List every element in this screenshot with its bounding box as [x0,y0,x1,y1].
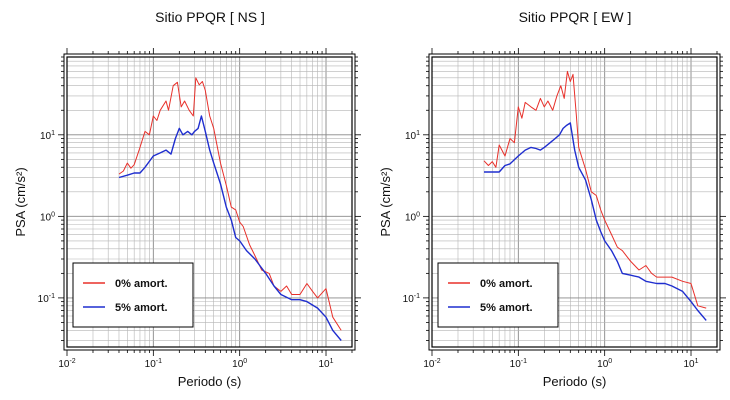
y-axis-label: PSA (cm/s²) [13,167,28,236]
plot-frame [431,56,718,348]
series-line-5pct [118,115,342,341]
plot-frame-outer [63,53,356,351]
legend-label: 0% amort. [480,278,533,290]
chart-title: Sitio PPQR [ NS ] [155,9,265,25]
tick-marks [423,48,726,356]
legend-label: 5% amort. [480,302,533,314]
plot-frame-outer [428,53,721,351]
legend-box [437,262,559,328]
y-tick-label: 10-1 [403,293,420,305]
y-tick-label: 100 [405,211,420,223]
y-axis-label: PSA (cm/s²) [378,167,393,236]
legend-label: 0% amort. [115,278,168,290]
x-axis-label: Periodo (s) [543,374,607,389]
series-line-0pct [118,77,342,331]
x-tick-label: 101 [683,358,698,370]
x-axis-label: Periodo (s) [178,374,242,389]
x-tick-label: 10-2 [423,358,440,370]
legend: 0% amort. 5% amort. [72,262,194,328]
y-tick-label: 100 [40,211,55,223]
grid [66,56,353,347]
tick-marks [58,48,361,356]
plot-frame [66,56,353,348]
x-tick-label: 10-1 [510,358,527,370]
legend: 0% amort. 5% amort. [437,262,559,328]
series-line-5pct [484,122,707,321]
x-tick-label: 10-2 [58,358,75,370]
x-tick-label: 100 [597,358,612,370]
chart-panel-ns: Sitio PPQR [ NS ] 10-2 10-1 100 101 10-1 100 10… [13,9,361,389]
chart-title: Sitio PPQR [ EW ] [519,9,632,25]
x-tick-label: 10-1 [145,358,162,370]
legend-label: 5% amort. [115,302,168,314]
chart-panel-ew: Sitio PPQR [ EW ] 10-2 10-1 100 101 10-1 100 10… [378,9,726,389]
y-tick-label: 10-1 [38,293,55,305]
series-line-0pct [483,70,707,309]
x-tick-label: 101 [318,358,333,370]
y-tick-label: 101 [40,130,55,142]
legend-box [72,262,194,328]
x-tick-label: 100 [232,358,247,370]
y-tick-label: 101 [405,130,420,142]
